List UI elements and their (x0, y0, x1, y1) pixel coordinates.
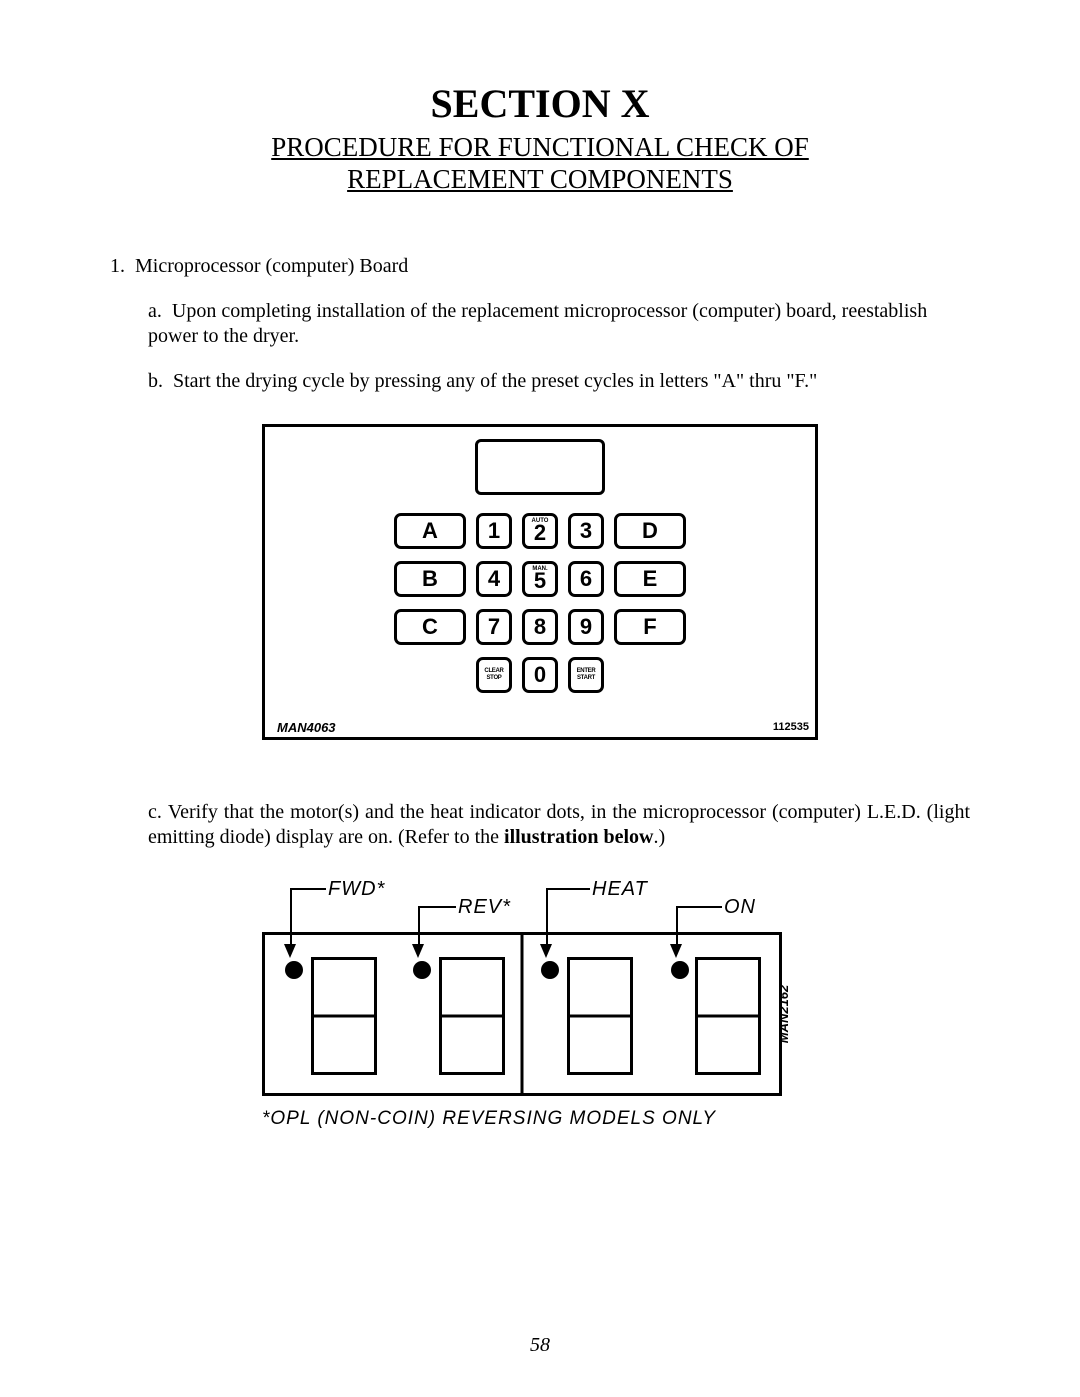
key-6: 6 (568, 561, 604, 597)
keypad-row-1: A 1 AUTO 2 3 D (394, 513, 686, 549)
key-8: 8 (522, 609, 558, 645)
led-divider (521, 935, 524, 1093)
led-dot-heat (541, 961, 559, 979)
key-e: E (614, 561, 686, 597)
section-subtitle: PROCEDURE FOR FUNCTIONAL CHECK OF REPLAC… (110, 131, 970, 196)
subtitle-line2: REPLACEMENT COMPONENTS (347, 164, 733, 194)
led-label-on: ON (724, 896, 756, 919)
list-1-text: Microprocessor (computer) Board (135, 255, 408, 277)
key-clear-stop: CLEAR STOP (476, 657, 512, 693)
list-a-num: a. (148, 300, 162, 322)
key-9: 9 (568, 609, 604, 645)
led-dot-fwd (285, 961, 303, 979)
subtitle-line1: PROCEDURE FOR FUNCTIONAL CHECK OF (271, 132, 809, 162)
key-f: F (614, 609, 686, 645)
keypad-row-4: CLEAR STOP 0 ENTER START (394, 657, 686, 693)
keypad-diagram: A 1 AUTO 2 3 D B 4 MAN. 5 6 E (262, 424, 818, 740)
led-label-rev: REV* (458, 896, 511, 919)
list-c-bold: illustration below (504, 826, 653, 848)
key-7: 7 (476, 609, 512, 645)
key-4: 4 (476, 561, 512, 597)
key-stop: STOP (486, 675, 501, 682)
led-ref-right: MAN2162 (776, 985, 791, 1044)
list-1-num: 1. (110, 255, 125, 277)
key-1: 1 (476, 513, 512, 549)
led-label-row: FWD* REV* HEAT ON (262, 878, 818, 920)
seven-seg-3 (567, 957, 633, 1075)
key-0: 0 (522, 657, 558, 693)
key-2: AUTO 2 (522, 513, 558, 549)
seven-seg-4 (695, 957, 761, 1075)
key-d: D (614, 513, 686, 549)
key-start: START (577, 675, 595, 682)
list-a-text: Upon completing installation of the repl… (148, 300, 927, 347)
keypad-frame: A 1 AUTO 2 3 D B 4 MAN. 5 6 E (262, 424, 818, 740)
led-label-fwd: FWD* (328, 878, 385, 901)
list-b-text: Start the drying cycle by pressing any o… (173, 370, 817, 392)
led-dot-rev (413, 961, 431, 979)
keypad-grid: A 1 AUTO 2 3 D B 4 MAN. 5 6 E (394, 513, 686, 693)
led-diagram: FWD* REV* HEAT ON MAN2162 *OPL (NON-COIN… (262, 878, 818, 1158)
key-clear: CLEAR (484, 668, 503, 675)
key-5: MAN. 5 (522, 561, 558, 597)
leader-on-h (676, 906, 722, 908)
key-3: 3 (568, 513, 604, 549)
keypad-ref-right: 112535 (773, 721, 809, 733)
seven-seg-1 (311, 957, 377, 1075)
seven-seg-2 (439, 957, 505, 1075)
led-frame: MAN2162 (262, 932, 782, 1096)
keypad-row-3: C 7 8 9 F (394, 609, 686, 645)
key-2-num: 2 (534, 522, 546, 544)
key-c: C (394, 609, 466, 645)
leader-fwd-h (290, 888, 326, 890)
led-label-heat: HEAT (592, 878, 648, 901)
leader-heat-h (546, 888, 590, 890)
key-5-num: 5 (534, 570, 546, 592)
page-number: 58 (530, 1334, 550, 1357)
led-dot-on (671, 961, 689, 979)
list-item-a: a. Upon completing installation of the r… (148, 299, 970, 349)
list-item-b: b. Start the drying cycle by pressing an… (148, 369, 970, 394)
key-enter: ENTER (577, 668, 596, 675)
list-c-text-2: .) (653, 826, 665, 848)
list-c-num: c. (148, 801, 162, 823)
list-b-num: b. (148, 370, 163, 392)
keypad-ref-left: MAN4063 (277, 720, 336, 735)
key-enter-start: ENTER START (568, 657, 604, 693)
keypad-display (475, 439, 605, 495)
list-item-c: c. Verify that the motor(s) and the heat… (148, 800, 970, 850)
section-title: SECTION X (110, 80, 970, 127)
led-footnote: *OPL (NON-COIN) REVERSING MODELS ONLY (262, 1108, 716, 1130)
key-b: B (394, 561, 466, 597)
leader-rev-h (418, 906, 456, 908)
key-a: A (394, 513, 466, 549)
keypad-row-2: B 4 MAN. 5 6 E (394, 561, 686, 597)
list-item-1: 1. Microprocessor (computer) Board (110, 254, 970, 279)
